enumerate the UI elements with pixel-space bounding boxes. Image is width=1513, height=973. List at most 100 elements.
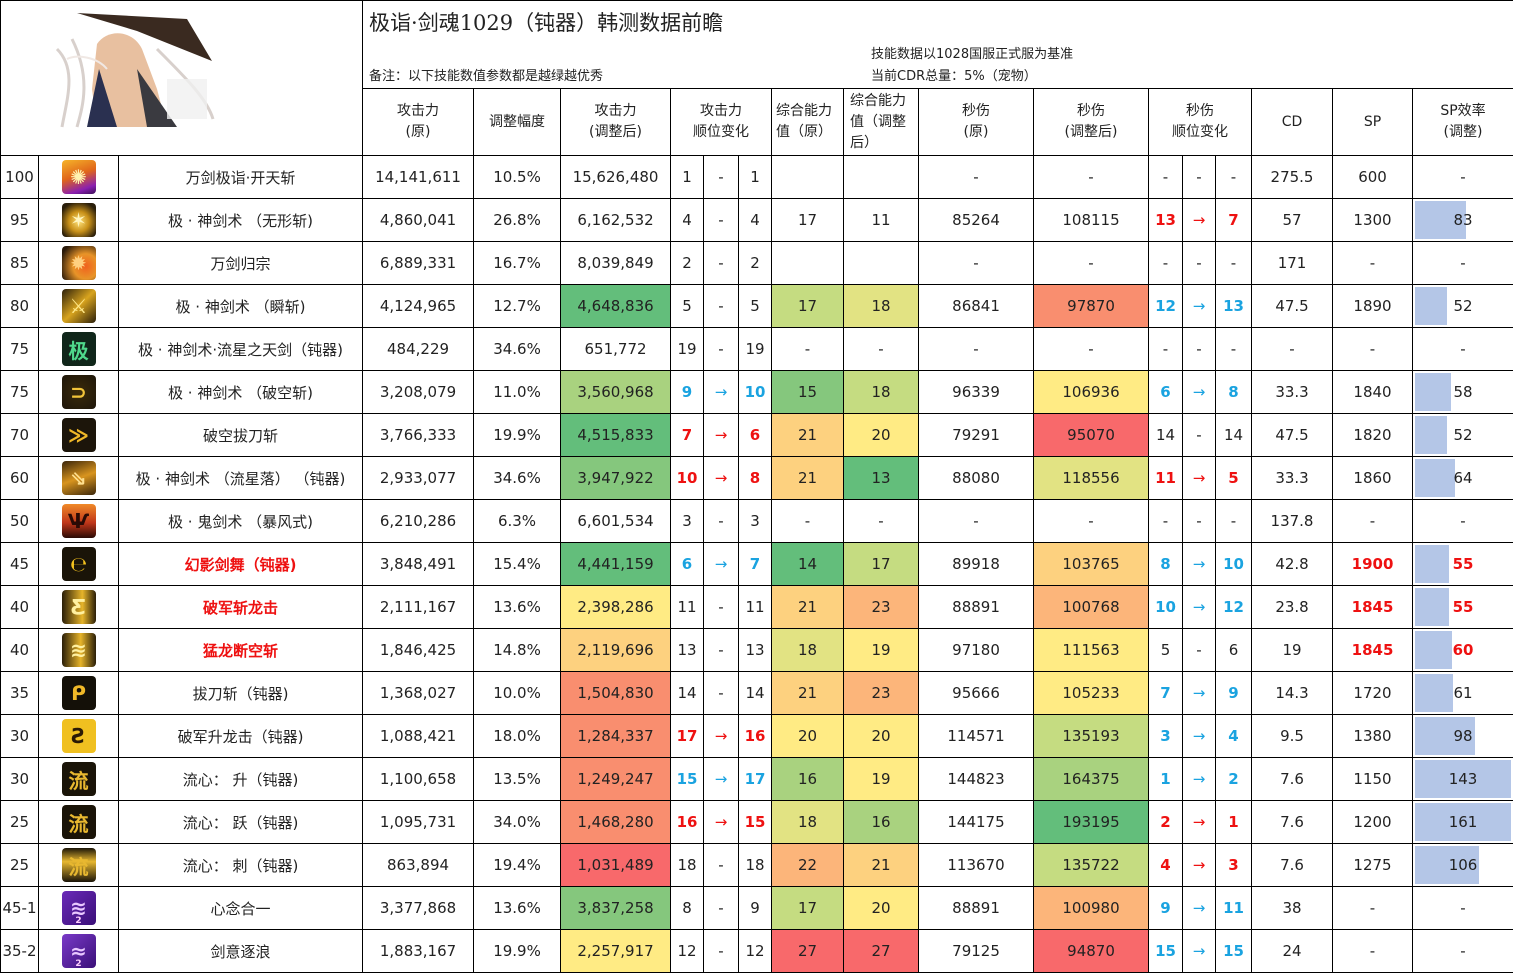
dps-orig: - [919, 242, 1034, 285]
atk-adj: 15,626,480 [561, 156, 671, 199]
atk-rank-after: 15 [739, 801, 772, 844]
table-row: 35-2 ≈2 剑意逐浪 1,883,167 19.9% 2,257,917 1… [1, 930, 1513, 973]
atk-orig: 3,766,333 [363, 414, 474, 457]
sp-cost: 1275 [1333, 844, 1413, 887]
cooldown: 275.5 [1252, 156, 1333, 199]
atk-orig: 3,848,491 [363, 543, 474, 586]
atk-rank-arrow: - [704, 672, 739, 715]
skill-icon-cell: Ƨ [39, 715, 119, 758]
skill-level: 25 [1, 801, 39, 844]
atk-rank-arrow: - [704, 328, 739, 371]
skill-icon-cell: ≈2 [39, 930, 119, 973]
cap-orig: 17 [772, 285, 844, 328]
dps-rank-arrow: → [1183, 672, 1216, 715]
table-row: 80 ⚔ 极 · 神剑术 （瞬斩) 4,124,965 12.7% 4,648,… [1, 285, 1513, 328]
dps-rank-arrow: - [1183, 629, 1216, 672]
dps-orig: 97180 [919, 629, 1034, 672]
adj-pct: 26.8% [474, 199, 561, 242]
cooldown: 7.6 [1252, 801, 1333, 844]
atk-rank-before: 18 [671, 844, 704, 887]
dps-rank-after: 14 [1216, 414, 1252, 457]
atk-rank-before: 11 [671, 586, 704, 629]
cap-orig: 15 [772, 371, 844, 414]
dps-rank-before: 14 [1149, 414, 1183, 457]
dps-adj: - [1034, 328, 1149, 371]
skill-name: 极 · 神剑术 （破空斩) [119, 371, 363, 414]
adj-pct: 34.0% [474, 801, 561, 844]
dps-orig: 79125 [919, 930, 1034, 973]
atk-adj: 1,031,489 [561, 844, 671, 887]
atk-rank-after: 5 [739, 285, 772, 328]
cooldown: 23.8 [1252, 586, 1333, 629]
sp-cost: 1900 [1333, 543, 1413, 586]
dps-rank-arrow: - [1183, 414, 1216, 457]
dps-rank-after: 1 [1216, 801, 1252, 844]
atk-orig: 14,141,611 [363, 156, 474, 199]
sp-cost: 1820 [1333, 414, 1413, 457]
sp-efficiency: - [1413, 156, 1513, 199]
dps-adj: 106936 [1034, 371, 1149, 414]
sp-efficiency: - [1413, 930, 1513, 973]
table-row: 50 Ѱ 极 · 鬼剑术 （暴风式) 6,210,286 6.3% 6,601,… [1, 500, 1513, 543]
dps-rank-after: 3 [1216, 844, 1252, 887]
icon-badao-zhan: ᑭ [62, 676, 96, 710]
atk-rank-before: 12 [671, 930, 704, 973]
cap-adj: 20 [844, 715, 919, 758]
dps-adj: 164375 [1034, 758, 1149, 801]
skill-name: 猛龙断空斩 [119, 629, 363, 672]
dps-rank-after: - [1216, 328, 1252, 371]
dps-orig: 89918 [919, 543, 1034, 586]
icon-menglong-duankong: ≋ [62, 633, 96, 667]
dps-rank-before: 15 [1149, 930, 1183, 973]
cooldown: 171 [1252, 242, 1333, 285]
sp-cost: 1845 [1333, 586, 1413, 629]
cooldown: 7.6 [1252, 758, 1333, 801]
skill-name: 极 · 神剑术 （无形斩) [119, 199, 363, 242]
sp-cost: 1150 [1333, 758, 1413, 801]
atk-rank-arrow: - [704, 629, 739, 672]
skill-name: 万剑归宗 [119, 242, 363, 285]
atk-rank-before: 13 [671, 629, 704, 672]
atk-rank-arrow: - [704, 285, 739, 328]
atk-adj: 651,772 [561, 328, 671, 371]
dps-rank-arrow: → [1183, 715, 1216, 758]
table-row: 35 ᑭ 拔刀斩（钝器) 1,368,027 10.0% 1,504,830 1… [1, 672, 1513, 715]
dps-rank-before: 3 [1149, 715, 1183, 758]
dps-rank-arrow: → [1183, 887, 1216, 930]
col-header-atk-rank: 攻击力顺位变化 [671, 89, 772, 156]
dps-rank-after: 10 [1216, 543, 1252, 586]
cooldown: 7.6 [1252, 844, 1333, 887]
atk-adj: 1,468,280 [561, 801, 671, 844]
dps-adj: 95070 [1034, 414, 1149, 457]
skill-icon-cell: ✶ [39, 199, 119, 242]
dps-rank-before: - [1149, 328, 1183, 371]
sp-efficiency-bar [1415, 631, 1452, 669]
dps-rank-before: - [1149, 156, 1183, 199]
cooldown: 137.8 [1252, 500, 1333, 543]
atk-rank-after: 16 [739, 715, 772, 758]
dps-rank-arrow: → [1183, 758, 1216, 801]
skill-level: 50 [1, 500, 39, 543]
table-row: 40 ≋ 猛龙断空斩 1,846,425 14.8% 2,119,696 13 … [1, 629, 1513, 672]
skill-name: 拔刀斩（钝器) [119, 672, 363, 715]
cap-orig [772, 156, 844, 199]
table-row: 25 流 流心： 跃（钝器) 1,095,731 34.0% 1,468,280… [1, 801, 1513, 844]
cap-adj: - [844, 328, 919, 371]
cap-adj: 16 [844, 801, 919, 844]
skill-icon-cell: ᑭ [39, 672, 119, 715]
cap-orig: 14 [772, 543, 844, 586]
col-header-dps-rank: 秒伤顺位变化 [1149, 89, 1252, 156]
adj-pct: 10.5% [474, 156, 561, 199]
skill-level: 25 [1, 844, 39, 887]
col-header-cd: CD [1252, 89, 1333, 156]
dps-orig: 144823 [919, 758, 1034, 801]
table-row: 75 极 极 · 神剑术·流星之天剑（钝器) 484,229 34.6% 651… [1, 328, 1513, 371]
atk-orig: 6,210,286 [363, 500, 474, 543]
atk-rank-arrow: → [704, 371, 739, 414]
atk-orig: 1,095,731 [363, 801, 474, 844]
dps-orig: 88080 [919, 457, 1034, 500]
table-row: 30 流 流心： 升（钝器) 1,100,658 13.5% 1,249,247… [1, 758, 1513, 801]
atk-rank-arrow: → [704, 801, 739, 844]
dps-rank-after: 8 [1216, 371, 1252, 414]
col-header-atk-orig: 攻击力(原) [363, 89, 474, 156]
